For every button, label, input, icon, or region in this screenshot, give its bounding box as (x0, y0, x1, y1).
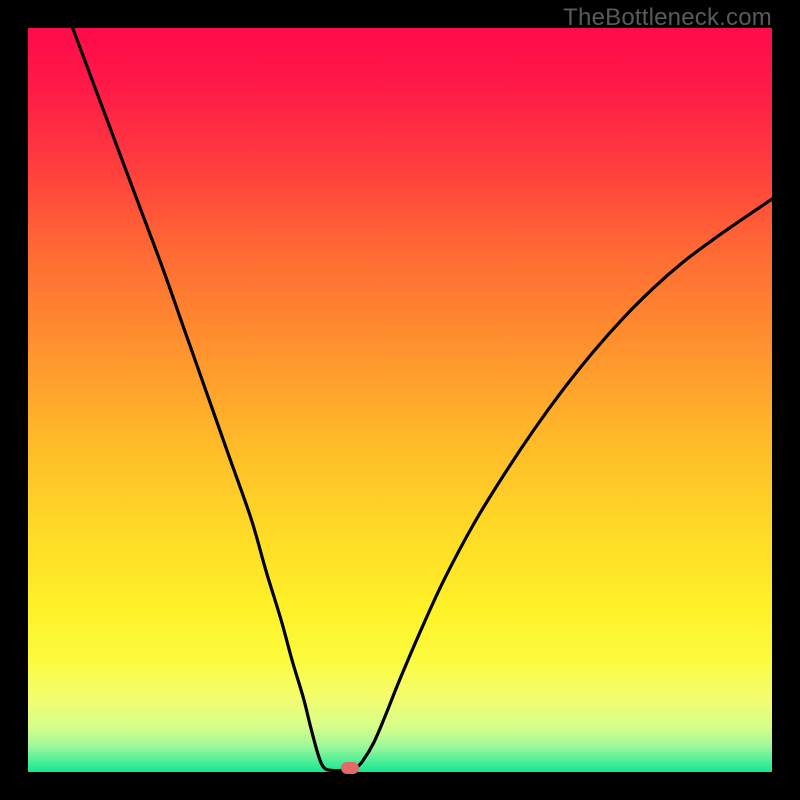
curve-layer (28, 28, 772, 772)
plot-area (28, 28, 772, 772)
watermark-text: TheBottleneck.com (563, 4, 772, 32)
bottleneck-curve (73, 28, 772, 771)
valley-marker (341, 762, 359, 774)
chart-frame: TheBottleneck.com (0, 0, 800, 800)
